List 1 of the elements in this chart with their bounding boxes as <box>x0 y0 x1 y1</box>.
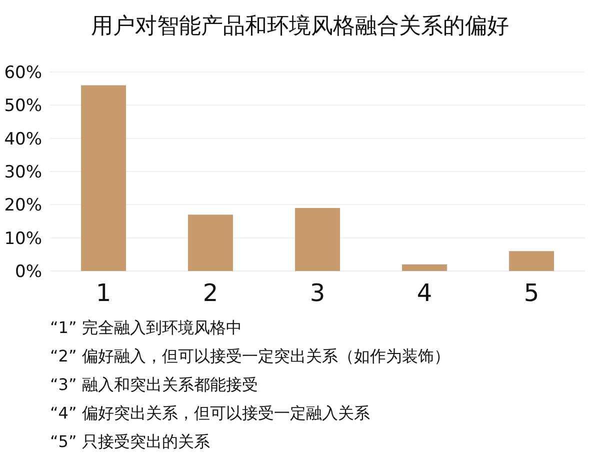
title: 用户对智能产品和环境风格融合关系的偏好 <box>91 14 509 39</box>
